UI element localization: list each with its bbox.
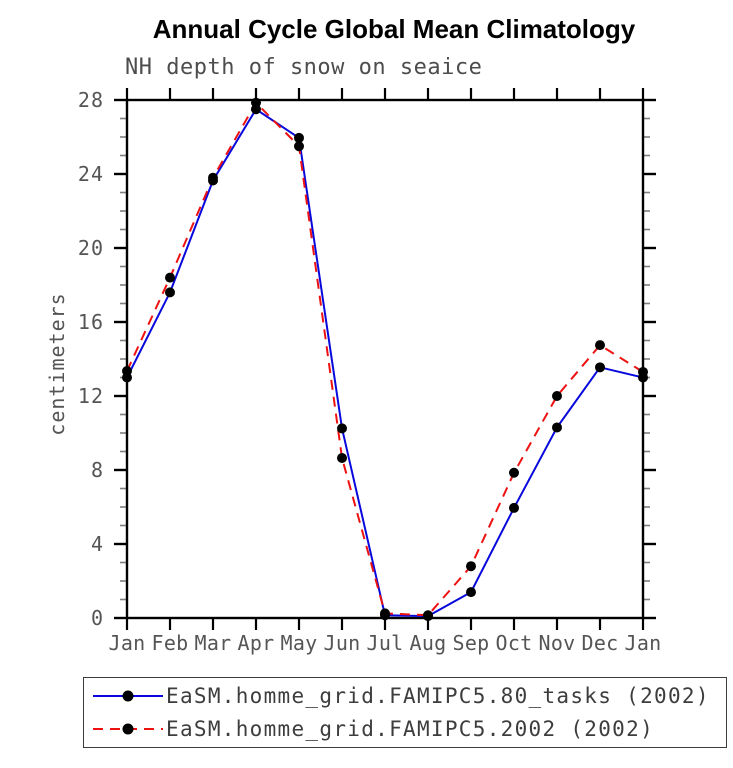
y-tick-label: 24 <box>78 162 104 186</box>
data-point-marker-series-2 <box>122 366 132 377</box>
y-tick-label: 8 <box>91 458 104 482</box>
data-point-marker-series-2 <box>337 452 347 463</box>
data-point-marker-series-1 <box>294 132 304 143</box>
y-tick-label: 4 <box>91 532 104 556</box>
data-point-marker-series-2 <box>380 608 390 619</box>
legend-label-series-1: EaSM.homme_grid.FAMIPC5.80_tasks (2002) <box>166 684 710 708</box>
x-tick-label: Jan <box>624 631 661 655</box>
legend-swatch-line-solid <box>93 690 163 702</box>
y-tick-label: 28 <box>78 88 104 112</box>
data-point-marker-series-2 <box>466 561 476 572</box>
data-point-marker-series-2 <box>165 272 175 283</box>
x-tick-label: Apr <box>237 631 274 655</box>
legend-entry: EaSM.homme_grid.FAMIPC5.80_tasks (2002) <box>84 680 726 713</box>
x-tick-label: Aug <box>409 631 446 655</box>
y-axis-title: centimeters <box>45 292 69 436</box>
x-tick-label: May <box>280 631 317 655</box>
y-tick-label: 0 <box>91 606 104 630</box>
data-point-marker-series-2 <box>251 97 261 108</box>
legend-entry: EaSM.homme_grid.FAMIPC5.2002 (2002) <box>84 713 726 746</box>
x-tick-label: Mar <box>194 631 231 655</box>
data-point-marker-series-1 <box>466 587 476 598</box>
y-tick-label: 12 <box>78 384 104 408</box>
data-point-marker-series-1 <box>552 422 562 433</box>
y-tick-label: 16 <box>78 310 104 334</box>
legend-box: EaSM.homme_grid.FAMIPC5.80_tasks (2002) … <box>83 677 727 748</box>
legend-marker-sample <box>122 723 134 735</box>
legend-marker-sample <box>122 690 134 702</box>
plot-frame <box>125 98 645 620</box>
data-point-marker-series-2 <box>509 467 519 478</box>
chart-subtitle: NH depth of snow on seaice <box>125 55 483 80</box>
data-point-marker-series-1 <box>165 287 175 298</box>
data-point-marker-series-2 <box>638 366 648 377</box>
data-point-marker-series-1 <box>595 362 605 373</box>
x-tick-label: Feb <box>151 631 188 655</box>
data-point-marker-series-2 <box>552 391 562 401</box>
legend-label-series-2: EaSM.homme_grid.FAMIPC5.2002 (2002) <box>166 717 655 741</box>
data-point-marker-series-2 <box>294 141 304 152</box>
data-point-marker-series-1 <box>509 502 519 513</box>
x-tick-label: Sep <box>452 631 489 655</box>
series-line-2 <box>126 101 644 617</box>
y-tick-label: 20 <box>78 236 104 260</box>
x-tick-label: Jan <box>108 631 145 655</box>
data-point-marker-series-2 <box>208 172 218 183</box>
data-point-marker-series-2 <box>423 610 433 621</box>
legend-swatch-line-dashed <box>93 723 163 735</box>
x-tick-label: Nov <box>538 631 575 655</box>
x-tick-label: Jul <box>366 631 403 655</box>
chart-title: Annual Cycle Global Mean Climatology <box>152 14 636 44</box>
data-point-marker-series-2 <box>595 340 605 351</box>
x-tick-label: Oct <box>495 631 532 655</box>
x-tick-label: Dec <box>581 631 618 655</box>
x-tick-label: Jun <box>323 631 360 655</box>
data-point-marker-series-1 <box>337 423 347 434</box>
series-line-1 <box>126 107 644 618</box>
